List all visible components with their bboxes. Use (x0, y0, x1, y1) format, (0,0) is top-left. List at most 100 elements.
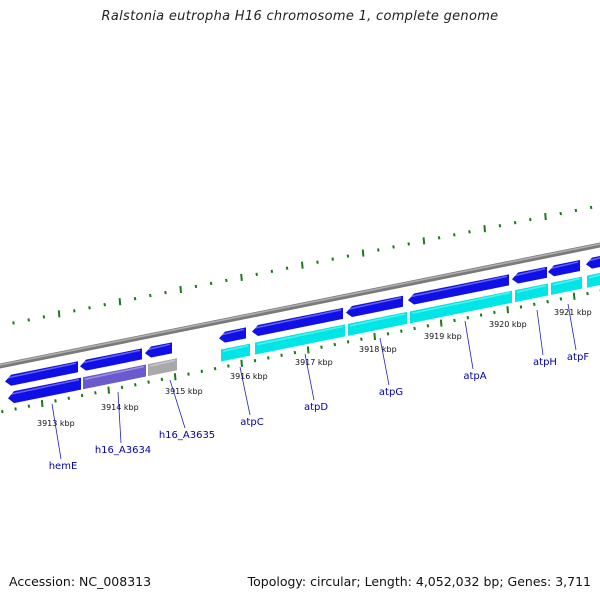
accession-text: Accession: NC_008313 (9, 574, 152, 589)
gene-leader-line (304, 353, 315, 401)
inner-tick (546, 299, 549, 304)
inner-tick (120, 385, 124, 390)
gene-arrow-next-upper (586, 256, 600, 269)
gene-arrow-atpA-upper (408, 274, 509, 305)
outer-tick (346, 254, 350, 258)
outer-tick (194, 284, 198, 289)
cds-h16-A3635-shine (149, 359, 176, 367)
inner-tick (147, 380, 150, 384)
inner-tick (293, 350, 297, 355)
inner-tick (280, 353, 283, 357)
gene-label: atpG (379, 387, 403, 398)
outer-tick (468, 230, 471, 234)
inner-tick (14, 407, 17, 411)
inner-tick (506, 306, 509, 314)
gene-label: atpC (240, 417, 263, 428)
axis-tick-label: 3914 kbp (101, 403, 139, 412)
outer-tick (27, 318, 30, 322)
gene-arrow-atpD-upper-shine (253, 309, 342, 329)
gene-label: atpD (304, 402, 328, 413)
inner-tick (559, 297, 563, 301)
cds-atpA-shine (411, 292, 511, 315)
axis-tick-label: 3915 kbp (165, 387, 203, 396)
inner-tick (426, 324, 430, 328)
gene-leader-line (117, 391, 122, 444)
axis-tick-label: 3916 kbp (230, 372, 268, 381)
outer-tick (209, 281, 213, 286)
outer-tick (12, 321, 15, 325)
gene-leader-line (169, 379, 186, 429)
outer-tick (118, 298, 122, 306)
outer-tick (529, 217, 532, 222)
gene-arrow-atpA-upper-shine (409, 275, 508, 298)
outer-tick (164, 290, 167, 295)
gene-arrow-atpF-upper (548, 260, 580, 277)
inner-tick (213, 366, 217, 371)
gene-arrow-h16-A3634-upper-shine (81, 349, 141, 364)
axis-tick-labels: 3913 kbp 3914 kbp 3915 kbp 3916 kbp 3917 kbp… (37, 308, 592, 428)
gene-leader-line (239, 366, 251, 416)
inner-tick (54, 399, 57, 403)
cds-next (587, 273, 600, 288)
gene-label: hemE (49, 461, 78, 472)
inner-tick (386, 332, 390, 336)
gene-leader-line (379, 337, 390, 386)
cds-hemE (8, 377, 81, 404)
inner-tick (493, 310, 496, 315)
cds-next-shine (588, 274, 600, 279)
outer-tick (544, 212, 547, 221)
chromosome-backbone (0, 242, 600, 369)
inner-tick-ring (1, 289, 600, 414)
inner-tick (134, 383, 137, 387)
gene-arrow-h16-A3635-upper-shine (146, 343, 171, 351)
outer-tick (225, 278, 228, 283)
axis-tick-label: 3918 kbp (359, 345, 397, 354)
outer-tick (513, 220, 517, 225)
cds-atpG-shine (349, 313, 406, 327)
gene-arrow-atpC-upper-shine (220, 328, 245, 336)
inner-tick (27, 404, 31, 408)
outer-tick (437, 236, 441, 240)
gene-leader-line (567, 303, 577, 351)
outer-tick (103, 303, 106, 307)
inner-tick (466, 316, 470, 320)
outer-tick (88, 306, 91, 310)
outer-tick (149, 293, 152, 298)
outer-tick (57, 310, 61, 318)
axis-tick-label: 3920 kbp (489, 320, 527, 329)
axis-tick-label: 3921 kbp (554, 308, 592, 317)
outer-tick (574, 208, 578, 213)
outer-tick (316, 260, 319, 264)
inner-tick (519, 305, 523, 309)
inner-tick (160, 377, 164, 382)
gene-label: h16_A3635 (159, 430, 215, 441)
outer-tick (498, 223, 502, 228)
gene-arrow-next-upper-shine (587, 257, 600, 262)
cds-atpD-shine (256, 325, 344, 346)
outer-tick (240, 273, 243, 281)
inner-tick (40, 399, 44, 408)
gene-label: h16_A3634 (95, 445, 151, 456)
outer-tick (422, 237, 426, 245)
outer-tick (42, 315, 46, 319)
gene-arrow-atpD-upper (252, 307, 343, 336)
inner-tick (572, 292, 576, 300)
inner-tick (413, 326, 416, 331)
inner-tick (373, 332, 376, 341)
axis-tick-label: 3919 kbp (424, 332, 462, 341)
inner-tick (333, 342, 337, 347)
inner-tick (227, 364, 230, 368)
cds-h16-A3635 (148, 358, 177, 377)
outer-tick (179, 285, 182, 294)
gene-label: atpF (567, 352, 589, 363)
inner-tick (107, 386, 110, 394)
gene-label: atpA (463, 371, 486, 382)
inner-tick (80, 393, 84, 398)
gene-leader-line (51, 403, 62, 460)
cds-hemE-shine (9, 378, 80, 396)
inner-tick (439, 319, 443, 327)
inner-tick (400, 329, 403, 333)
gene-arrow-atpF-upper-shine (549, 261, 579, 270)
cds-h16-A3634 (83, 364, 146, 390)
